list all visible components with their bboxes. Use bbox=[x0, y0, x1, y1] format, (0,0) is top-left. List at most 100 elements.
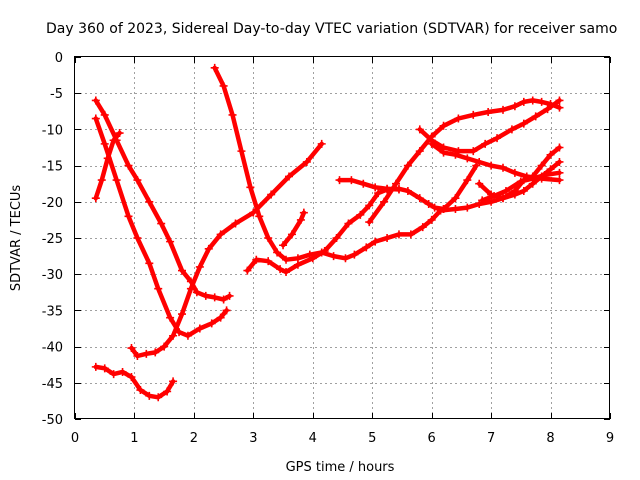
data-point bbox=[332, 234, 341, 242]
data-point bbox=[499, 163, 507, 172]
data-point bbox=[320, 247, 329, 256]
series-line bbox=[93, 364, 176, 400]
series-line bbox=[441, 163, 479, 212]
data-point bbox=[463, 176, 472, 185]
data-point bbox=[365, 201, 374, 210]
series-line bbox=[280, 210, 307, 248]
data-point bbox=[267, 190, 276, 199]
series-arc-3 bbox=[91, 129, 124, 203]
data-point bbox=[225, 291, 234, 300]
data-point bbox=[403, 186, 412, 195]
data-point bbox=[380, 197, 389, 206]
data-point bbox=[293, 260, 302, 269]
data-point bbox=[285, 172, 293, 181]
data-point bbox=[424, 199, 433, 208]
data-point bbox=[531, 112, 540, 121]
x-tick-label: 0 bbox=[71, 431, 79, 446]
data-point bbox=[127, 344, 136, 353]
x-axis-label: GPS time / hours bbox=[286, 460, 395, 475]
data-point bbox=[210, 63, 219, 72]
data-point bbox=[439, 205, 448, 214]
data-point bbox=[216, 230, 225, 239]
x-tick-label: 7 bbox=[487, 431, 495, 446]
data-point bbox=[510, 102, 519, 111]
data-point bbox=[362, 243, 371, 252]
data-point bbox=[210, 293, 219, 302]
data-point bbox=[469, 147, 478, 156]
data-point bbox=[118, 367, 127, 376]
grid bbox=[75, 57, 610, 419]
data-point bbox=[166, 313, 175, 322]
y-tick-label: -45 bbox=[42, 377, 63, 392]
data-point bbox=[160, 342, 169, 351]
data-point bbox=[145, 197, 154, 206]
data-point bbox=[276, 265, 285, 274]
data-point bbox=[555, 96, 564, 105]
data-point bbox=[231, 219, 240, 228]
data-point bbox=[555, 103, 564, 112]
y-tick-label: -15 bbox=[42, 160, 63, 175]
data-point bbox=[207, 319, 216, 328]
series-arc-13 bbox=[439, 161, 481, 214]
data-point bbox=[112, 176, 121, 185]
data-point bbox=[371, 237, 380, 246]
data-point bbox=[219, 295, 228, 304]
data-point bbox=[507, 125, 516, 134]
data-point bbox=[540, 171, 549, 180]
data-point bbox=[439, 121, 448, 130]
data-point bbox=[555, 176, 564, 185]
data-point bbox=[427, 139, 436, 148]
plot-frame bbox=[74, 56, 610, 419]
data-point bbox=[255, 212, 264, 221]
data-point bbox=[344, 219, 353, 228]
y-tick-label: -10 bbox=[42, 123, 63, 138]
series-line bbox=[417, 98, 562, 154]
data-point bbox=[329, 252, 338, 261]
data-point bbox=[192, 288, 201, 297]
data-point bbox=[109, 370, 118, 379]
data-point bbox=[519, 119, 528, 128]
data-point bbox=[451, 205, 460, 214]
y-tick-label: -40 bbox=[42, 341, 63, 356]
data-point bbox=[103, 154, 112, 163]
data-point bbox=[287, 230, 296, 239]
data-point bbox=[299, 208, 308, 217]
data-point bbox=[124, 161, 133, 170]
data-point bbox=[356, 210, 365, 219]
data-point bbox=[115, 129, 124, 138]
data-point bbox=[178, 266, 186, 275]
series-arc-5 bbox=[127, 139, 326, 361]
data-point bbox=[246, 183, 255, 192]
data-point bbox=[195, 262, 204, 271]
x-tick-label: 5 bbox=[368, 431, 376, 446]
data-point bbox=[510, 168, 519, 177]
data-point bbox=[100, 110, 109, 119]
data-point bbox=[186, 284, 195, 293]
data-point bbox=[133, 352, 142, 361]
data-point bbox=[204, 244, 213, 253]
data-point bbox=[195, 324, 204, 333]
x-tick-label: 8 bbox=[546, 431, 554, 446]
data-point bbox=[528, 174, 537, 183]
y-tick-label: 0 bbox=[55, 51, 63, 66]
data-point bbox=[282, 268, 291, 277]
x-tick-label: 9 bbox=[606, 431, 614, 446]
data-point bbox=[478, 196, 487, 205]
x-tick-label: 3 bbox=[249, 431, 257, 446]
data-point bbox=[537, 161, 546, 170]
series-arc-8 bbox=[279, 208, 308, 250]
data-point bbox=[516, 177, 525, 186]
data-point bbox=[142, 349, 151, 358]
data-point bbox=[243, 266, 252, 275]
data-point bbox=[394, 230, 403, 239]
series-arc-1 bbox=[91, 114, 231, 340]
series-arc-2 bbox=[91, 96, 234, 304]
data-point bbox=[335, 176, 344, 185]
data-point bbox=[228, 110, 237, 119]
data-point bbox=[555, 157, 564, 166]
data-point bbox=[279, 241, 288, 250]
data-point bbox=[430, 203, 439, 212]
data-point bbox=[555, 168, 564, 177]
data-point bbox=[365, 218, 374, 227]
series-line bbox=[93, 98, 232, 302]
